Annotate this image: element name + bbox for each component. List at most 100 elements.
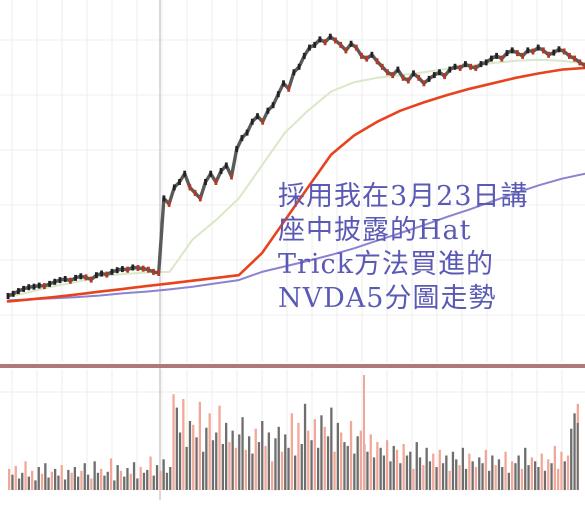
volume-bar (182, 399, 185, 490)
price-candle (328, 33, 332, 40)
price-candle (84, 274, 88, 281)
price-candle (266, 107, 270, 114)
volume-bar (238, 434, 241, 490)
price-candle (48, 280, 51, 287)
volume-bar (109, 458, 113, 490)
price-candle (583, 62, 585, 69)
volume-bar (491, 455, 494, 490)
price-candle (484, 59, 488, 66)
price-path (7, 35, 585, 298)
volume-bar (149, 456, 152, 490)
volume-bar (441, 463, 445, 490)
price-candle (354, 44, 358, 51)
price-candle (339, 41, 343, 48)
volume-bar (162, 459, 165, 490)
price-candle (349, 40, 353, 47)
price-candle (521, 52, 524, 59)
volume-bar (468, 453, 471, 490)
volume-bar (445, 455, 448, 490)
volume-bar (340, 432, 343, 490)
price-candle (495, 52, 498, 59)
price-candle (147, 266, 150, 273)
ma-long-series (6, 66, 585, 303)
price-candle (422, 80, 426, 87)
volume-bar (47, 477, 50, 490)
volume-bar (14, 466, 17, 490)
price-candle (261, 118, 265, 125)
volume-bar (494, 465, 497, 490)
price-candle (427, 75, 431, 82)
volume-bar (73, 467, 76, 490)
volume-bar (317, 447, 320, 490)
volume-bar (356, 436, 359, 490)
price-candle (308, 44, 311, 51)
price-candle (406, 77, 410, 84)
volume-bar (27, 476, 30, 490)
volume-bar (333, 451, 336, 490)
volume-bar (386, 440, 389, 490)
price-candle (115, 267, 119, 274)
volume-bar (155, 465, 159, 490)
price-candle (69, 277, 72, 284)
volume-bar (346, 445, 349, 490)
price-candle (443, 73, 446, 80)
price-candle (297, 63, 301, 70)
price-candle (386, 69, 389, 76)
volume-bar (458, 465, 461, 490)
volume-bar (211, 440, 215, 490)
volume-bar (37, 467, 40, 490)
volume-bar (139, 467, 142, 490)
volume-bar (287, 447, 290, 490)
volume-bar (70, 472, 73, 491)
volume-bar (93, 461, 96, 491)
volume-bar (208, 413, 211, 490)
price-candle (121, 266, 124, 273)
volume-bar (534, 461, 537, 491)
price-candle (365, 55, 369, 62)
volume-bar (366, 451, 369, 490)
volume-bar (504, 451, 507, 490)
price-candle (516, 50, 519, 57)
price-candle (432, 72, 436, 79)
price-candle (531, 48, 535, 55)
price-candle (573, 55, 576, 62)
volume-bar (100, 468, 103, 490)
price-candle (469, 63, 472, 70)
volume-bar (560, 451, 563, 490)
volume-bar (451, 451, 455, 490)
volume-bar (77, 476, 80, 490)
volume-bar (17, 478, 21, 490)
volume-bar (432, 453, 435, 490)
volume-bar (165, 472, 169, 491)
price-candle (100, 270, 103, 277)
volume-bar (517, 455, 520, 490)
volume-bar (343, 442, 346, 490)
volume-bar (323, 426, 326, 491)
price-candle (568, 52, 571, 59)
volume-bar (382, 455, 386, 490)
volume-bar (326, 436, 330, 490)
volume-bar (251, 453, 254, 490)
price-candle (157, 270, 161, 276)
volume-bar (178, 432, 182, 490)
volume-bar (435, 467, 438, 490)
price-candle (183, 170, 187, 177)
price-candle (230, 173, 233, 180)
volume-bar (507, 472, 510, 491)
price-candle (287, 85, 291, 92)
volume-bar (511, 461, 514, 491)
volume-bar (353, 453, 356, 490)
volume-bar (231, 430, 234, 490)
price-candle (302, 52, 306, 59)
volume-bar (395, 449, 399, 491)
annotation-line-2: 座中披露的Hat (278, 215, 472, 246)
volume-bar (438, 449, 441, 491)
price-candle (209, 170, 213, 177)
volume-bar (234, 447, 238, 490)
volume-bar (389, 461, 392, 491)
volume-bar (330, 407, 333, 490)
price-candle (401, 74, 405, 81)
volume-bar (119, 470, 123, 490)
volume-bar (24, 461, 27, 491)
